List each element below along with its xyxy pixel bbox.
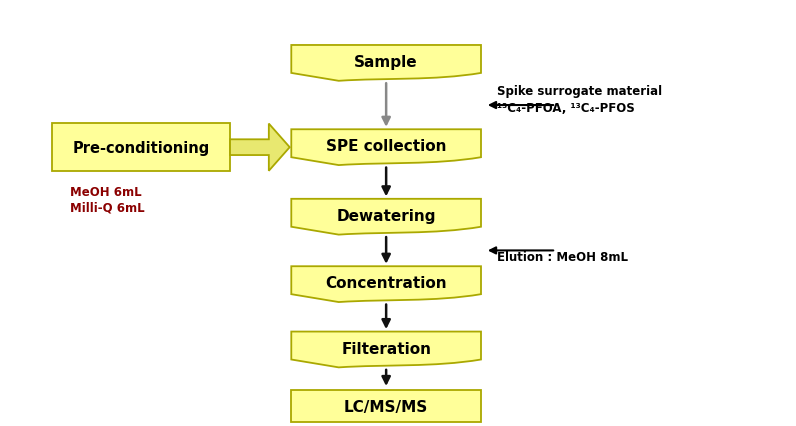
Text: Spike surrogate material: Spike surrogate material: [497, 85, 662, 98]
Text: Sample: Sample: [354, 55, 418, 70]
Text: Concentration: Concentration: [326, 276, 447, 291]
Text: Pre-conditioning: Pre-conditioning: [72, 140, 209, 155]
PathPatch shape: [291, 332, 481, 368]
Text: SPE collection: SPE collection: [326, 139, 447, 154]
Text: Filteration: Filteration: [341, 341, 431, 356]
Text: ¹³C₄-PFOA, ¹³C₄-PFOS: ¹³C₄-PFOA, ¹³C₄-PFOS: [497, 102, 634, 115]
Text: Milli-Q 6mL: Milli-Q 6mL: [70, 201, 145, 214]
PathPatch shape: [291, 46, 481, 82]
Bar: [291, 390, 481, 423]
Text: LC/MS/MS: LC/MS/MS: [344, 399, 428, 414]
Text: Dewatering: Dewatering: [337, 209, 436, 224]
PathPatch shape: [291, 267, 481, 302]
Text: Elution : MeOH 8mL: Elution : MeOH 8mL: [497, 250, 628, 264]
Bar: [53, 124, 230, 172]
PathPatch shape: [291, 199, 481, 235]
Text: MeOH 6mL: MeOH 6mL: [70, 185, 142, 199]
PathPatch shape: [291, 130, 481, 166]
Polygon shape: [230, 124, 290, 171]
